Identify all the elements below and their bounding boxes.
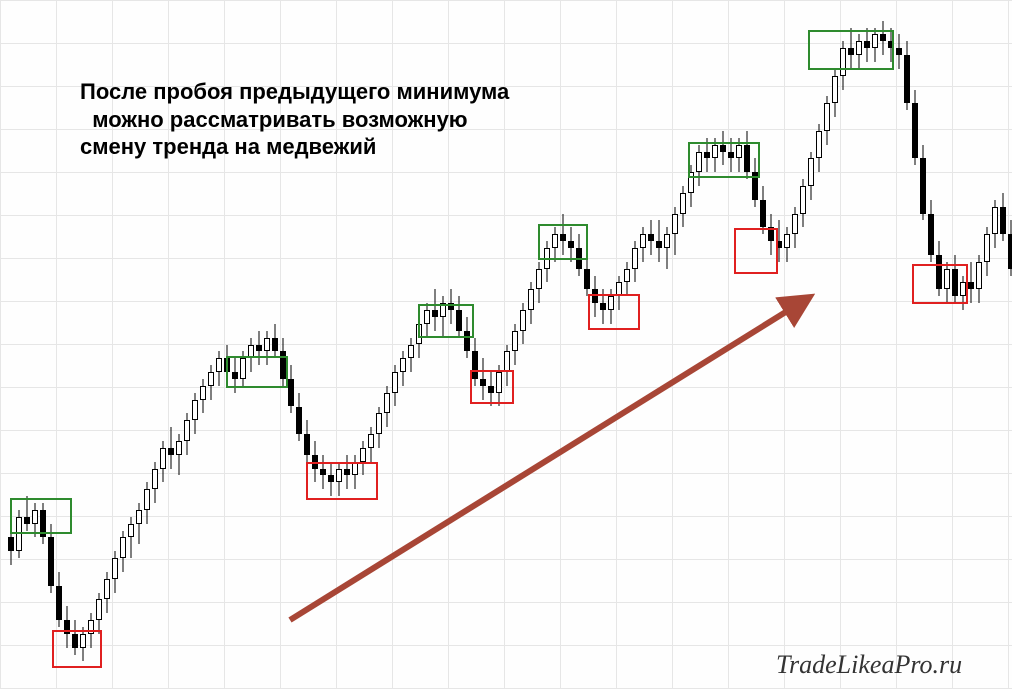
watermark: TradeLikeaPro.ru <box>776 650 962 680</box>
candlestick-chart: После пробоя предыдущего минимума можно … <box>0 0 1012 689</box>
annotation-text: После пробоя предыдущего минимума можно … <box>80 78 509 161</box>
